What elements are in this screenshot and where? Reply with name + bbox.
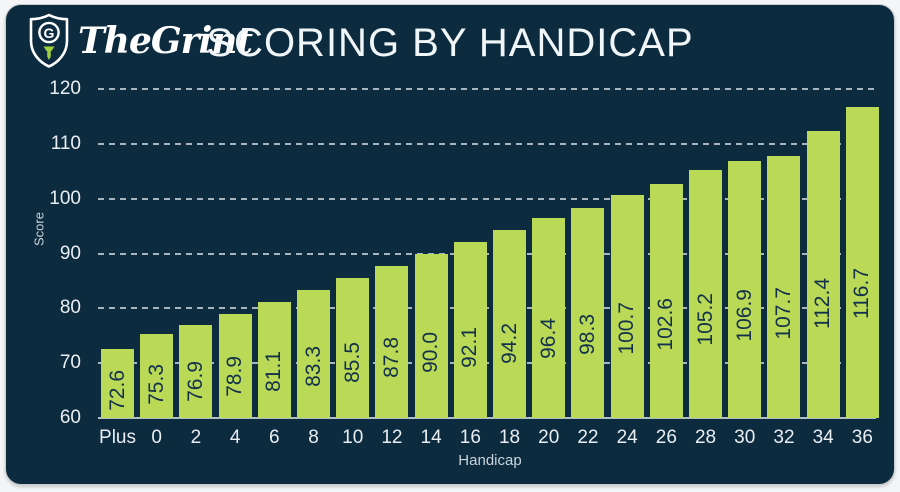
- page-title: SCORING BY HANDICAP: [206, 21, 694, 65]
- x-tick-label: 18: [498, 427, 521, 448]
- y-tick-label: 110: [50, 132, 81, 154]
- x-axis-line: [98, 417, 876, 419]
- bar-36: 116.7: [845, 107, 879, 418]
- gridline: [98, 362, 876, 365]
- bar-26: 102.6: [649, 184, 683, 418]
- x-tick-label: 6: [269, 427, 280, 448]
- x-tick-label: 12: [381, 427, 403, 448]
- x-tick-label: 36: [851, 427, 873, 448]
- svg-text:G: G: [44, 25, 55, 41]
- x-tick-label: 8: [308, 427, 319, 448]
- bar-34: 112.4: [806, 130, 840, 418]
- bar-8: 83.3: [297, 290, 331, 418]
- bar-22: 98.3: [571, 208, 605, 418]
- x-tick-label: 32: [773, 427, 795, 448]
- bar-20: 96.4: [532, 218, 566, 418]
- bar-0: 75.3: [140, 334, 174, 418]
- x-axis-label: Handicap: [458, 452, 522, 469]
- bar-18: 94.2: [493, 230, 527, 418]
- gridline: [98, 307, 876, 310]
- x-tick-label: 14: [420, 427, 442, 448]
- bar-2: 76.9: [179, 325, 213, 418]
- y-tick-label: 80: [59, 297, 81, 319]
- bar-12: 87.8: [375, 265, 409, 418]
- y-tick-label: 90: [59, 242, 81, 264]
- x-tick-label: 34: [812, 427, 834, 448]
- x-tick-label: 26: [655, 427, 677, 448]
- scoring-by-handicap-chart: Score 60 70 80 90 100 110 120 72.6 75.3 76.9 78.9…: [6, 5, 894, 484]
- gridline: [98, 197, 876, 200]
- bar-24: 100.7: [610, 194, 644, 418]
- x-tick-label: 22: [577, 427, 599, 448]
- x-tick-label: Plus: [99, 427, 136, 448]
- x-tick-label: 10: [342, 427, 364, 448]
- x-tick-label: 30: [734, 427, 756, 448]
- x-tick-label: 20: [538, 427, 560, 448]
- gridline: [98, 88, 876, 90]
- gridline: [98, 142, 876, 145]
- bar-14: 90.0: [414, 253, 448, 418]
- bar-16: 92.1: [453, 242, 487, 418]
- x-tick-label: 16: [459, 427, 481, 448]
- x-axis-ticks: Plus 0 2 4 6 8 10 12 14 16 18 20 22 24 26 28 30 32 34 36: [99, 427, 879, 449]
- y-tick-label: 60: [59, 407, 81, 428]
- y-tick-label: 70: [59, 352, 81, 374]
- x-tick-label: 4: [229, 427, 241, 448]
- x-tick-label: 0: [151, 427, 162, 448]
- bar-10: 85.5: [336, 278, 370, 418]
- bar-32: 107.7: [767, 156, 801, 418]
- brand-name: TheGrint: [78, 20, 253, 62]
- bar-Plus: 72.6: [101, 348, 134, 418]
- shield-golf-tee-icon: G: [29, 13, 69, 68]
- bars-layer: 72.6 75.3 76.9 78.9 81.1 83.3 85.5 87.8 90.0 92.1…: [101, 89, 879, 418]
- y-tick-label: 120: [49, 78, 81, 99]
- y-tick-label: 100: [49, 187, 81, 209]
- x-tick-label: 28: [694, 427, 717, 448]
- bar-6: 81.1: [257, 302, 291, 418]
- chart-card: G TheGrint SCORING BY HANDICAP Score 60 7…: [5, 4, 895, 485]
- x-tick-label: 24: [616, 427, 638, 448]
- x-tick-label: 2: [190, 427, 202, 448]
- thegrint-logo: G TheGrint: [28, 13, 253, 69]
- gridline: [98, 252, 876, 255]
- bar-4: 78.9: [218, 314, 252, 418]
- bar-28: 105.2: [689, 170, 723, 418]
- bar-30: 106.9: [728, 160, 762, 418]
